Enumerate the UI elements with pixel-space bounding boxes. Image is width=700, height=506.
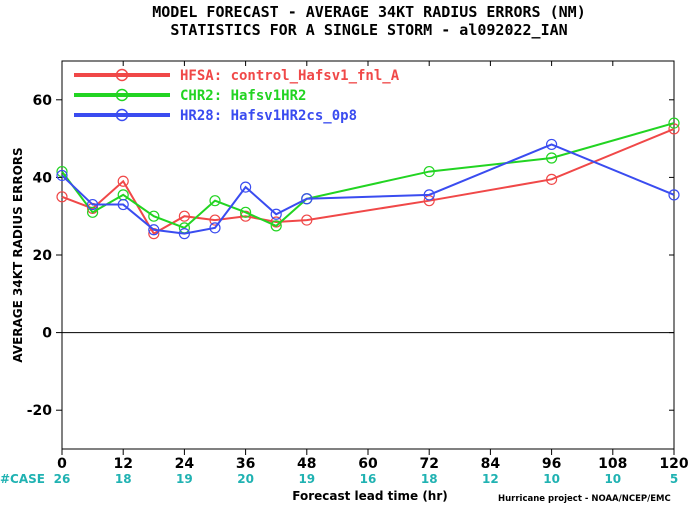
credit-text: Hurricane project - NOAA/NCEP/EMC [498,494,671,504]
data-point [148,210,160,222]
data-point [270,208,282,220]
data-point [240,181,252,193]
data-point [545,138,558,151]
plot-area [61,60,675,450]
legend-label: HFSA: control_Hafsv1_fnl_A [180,68,400,84]
chart-title: MODEL FORECAST - AVERAGE 34KT RADIUS ERR… [152,3,585,21]
x-tick-label: 72 [419,456,438,472]
legend-marker [115,88,129,102]
data-point [240,206,252,218]
y-tick-label: 20 [33,248,53,264]
legend: HFSA: control_Hafsv1_fnl_A CHR2: Hafsv1HR… [74,68,400,124]
data-point [545,152,558,164]
legend-item: HFSA: control_Hafsv1_fnl_A [74,68,400,84]
x-tick-label: 24 [175,456,195,472]
y-tick-label: 60 [33,93,53,109]
case-count: 19 [298,472,315,486]
data-point [86,198,99,211]
data-point [209,195,221,207]
legend-label: CHR2: Hafsv1HR2 [180,88,306,104]
case-count: 10 [604,472,621,486]
y-axis: -20 0 20 40 60 [27,93,674,419]
series-line [61,143,675,235]
case-count: 18 [115,472,132,486]
x-tick-label: 84 [481,456,501,472]
data-point [178,210,190,222]
x-axis: 0 12 24 36 48 60 72 84 96 108 120 [57,61,689,472]
data-point [301,193,313,205]
legend-item: CHR2: Hafsv1HR2 [74,88,306,104]
data-point [545,173,558,185]
series-layer [56,117,680,240]
data-point [117,198,129,211]
data-point [668,117,680,129]
data-point [56,169,68,182]
y-axis-label: AVERAGE 34KT RADIUS ERRORS [11,147,25,362]
case-count: 12 [482,472,499,486]
x-tick-label: 0 [57,456,67,472]
case-count: 5 [670,472,678,486]
data-point [668,189,680,201]
series-2 [56,138,680,240]
data-point [178,228,190,240]
data-point [148,224,160,236]
data-point [56,191,68,203]
series-line [61,127,675,236]
x-tick-label: 36 [236,456,255,472]
case-label: #CASE [0,472,45,486]
case-counts: 26 18 19 20 19 16 18 12 10 10 5 [54,472,679,486]
case-count: 18 [421,472,438,486]
x-tick-label: 60 [358,456,378,472]
x-tick-label: 96 [542,456,561,472]
legend-item: HR28: Hafsv1HR2cs_0p8 [74,108,357,124]
y-tick-label: -20 [27,403,53,419]
case-count: 10 [543,472,560,486]
x-axis-label: Forecast lead time (hr) [292,489,448,503]
series-1 [56,117,680,234]
case-count: 19 [176,472,193,486]
data-point [270,220,282,232]
y-tick-label: 0 [42,326,52,342]
data-point [209,222,221,234]
chart-subtitle: STATISTICS FOR A SINGLE STORM - al092022… [170,21,567,39]
x-tick-label: 12 [113,456,132,472]
legend-marker [115,108,129,122]
legend-label: HR28: Hafsv1HR2cs_0p8 [180,108,357,124]
y-tick-label: 40 [33,170,53,186]
x-tick-label: 120 [659,456,688,472]
data-point [86,206,99,218]
data-point [240,210,252,222]
x-tick-label: 108 [598,456,627,472]
data-point [117,175,129,187]
data-point [423,165,435,178]
legend-marker [115,68,129,82]
x-tick-label: 48 [297,456,316,472]
case-count: 16 [360,472,377,486]
case-count: 20 [237,472,254,486]
series-line [61,122,675,229]
series-0 [56,123,680,240]
case-count: 26 [54,472,71,486]
data-point [423,189,435,201]
data-point [301,214,313,226]
